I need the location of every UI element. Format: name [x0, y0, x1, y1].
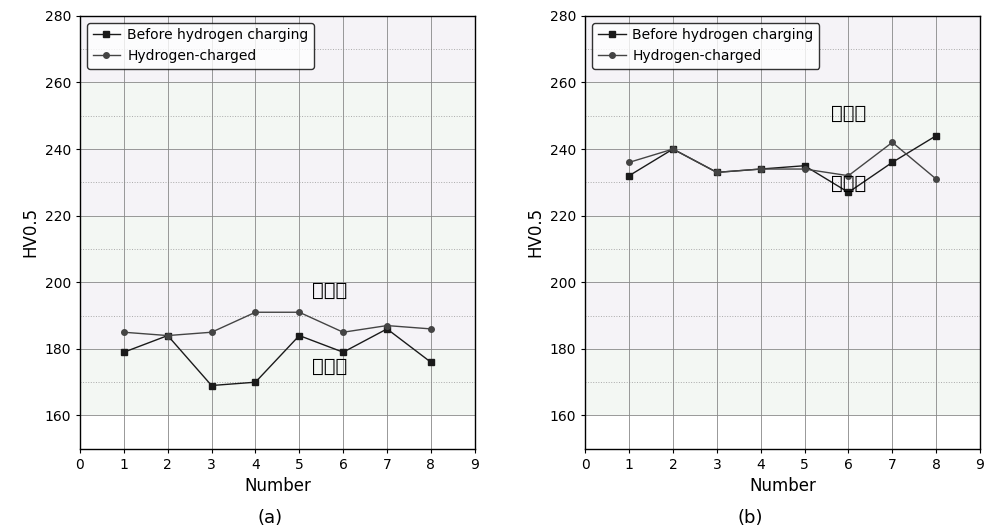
Hydrogen-charged	[711, 169, 723, 175]
Line: Hydrogen-charged: Hydrogen-charged	[626, 139, 939, 182]
Hydrogen-charged	[799, 166, 811, 172]
Hydrogen-charged	[623, 159, 635, 166]
Legend: Before hydrogen charging, Hydrogen-charged: Before hydrogen charging, Hydrogen-charg…	[87, 23, 314, 69]
Line: Before hydrogen charging: Before hydrogen charging	[626, 133, 939, 195]
Line: Before hydrogen charging: Before hydrogen charging	[121, 326, 434, 388]
Bar	[80, 16, 475, 82]
Hydrogen-charged	[667, 146, 679, 152]
Hydrogen-charged	[293, 309, 305, 315]
Hydrogen-charged	[930, 176, 942, 182]
Before hydrogen charging	[337, 349, 349, 355]
Bar	[585, 282, 980, 349]
Hydrogen-charged	[842, 173, 854, 179]
Legend: Before hydrogen charging, Hydrogen-charged: Before hydrogen charging, Hydrogen-charg…	[592, 23, 819, 69]
Before hydrogen charging	[249, 379, 261, 385]
Before hydrogen charging	[930, 133, 942, 139]
Before hydrogen charging	[623, 173, 635, 179]
Bar	[80, 149, 475, 215]
Before hydrogen charging	[381, 326, 393, 332]
Text: 渗氢前: 渗氢前	[312, 357, 348, 376]
Before hydrogen charging	[799, 163, 811, 169]
Text: 渗氢前: 渗氢前	[831, 174, 866, 193]
Bar	[80, 215, 475, 282]
Before hydrogen charging	[886, 159, 898, 166]
Before hydrogen charging	[711, 169, 723, 175]
Hydrogen-charged	[425, 326, 437, 332]
Bar	[80, 349, 475, 416]
Text: (b): (b)	[737, 508, 763, 527]
Hydrogen-charged	[755, 166, 767, 172]
Hydrogen-charged	[249, 309, 261, 315]
Line: Hydrogen-charged: Hydrogen-charged	[121, 309, 434, 338]
X-axis label: Number: Number	[749, 477, 816, 495]
X-axis label: Number: Number	[244, 477, 311, 495]
Before hydrogen charging	[755, 166, 767, 172]
Hydrogen-charged	[337, 329, 349, 335]
Hydrogen-charged	[206, 329, 218, 335]
Y-axis label: HV0.5: HV0.5	[21, 208, 39, 257]
Before hydrogen charging	[206, 382, 218, 389]
Hydrogen-charged	[118, 329, 130, 335]
Bar	[585, 215, 980, 282]
Bar	[585, 16, 980, 82]
Hydrogen-charged	[886, 139, 898, 146]
Bar	[585, 82, 980, 149]
Hydrogen-charged	[162, 333, 174, 339]
Text: (a): (a)	[257, 508, 283, 527]
Y-axis label: HV0.5: HV0.5	[526, 208, 544, 257]
Bar	[80, 282, 475, 349]
Bar	[585, 349, 980, 416]
Before hydrogen charging	[118, 349, 130, 355]
Text: 渗氢后: 渗氢后	[312, 280, 348, 299]
Bar	[80, 82, 475, 149]
Before hydrogen charging	[293, 333, 305, 339]
Bar	[585, 149, 980, 215]
Before hydrogen charging	[162, 333, 174, 339]
Text: 渗氢后: 渗氢后	[831, 104, 866, 123]
Before hydrogen charging	[425, 359, 437, 365]
Before hydrogen charging	[667, 146, 679, 152]
Before hydrogen charging	[842, 189, 854, 195]
Hydrogen-charged	[381, 323, 393, 329]
